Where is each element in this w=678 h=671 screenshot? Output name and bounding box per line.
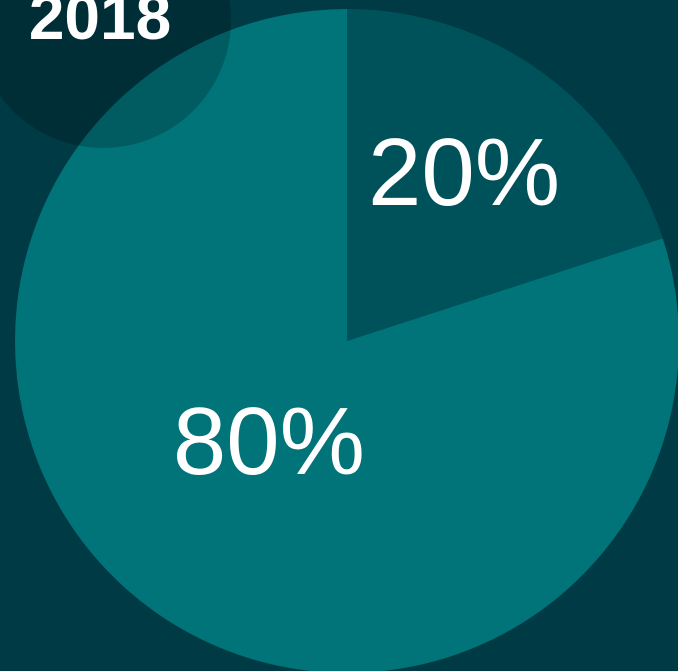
pie [15,9,678,671]
chart-title: 2018 [29,0,171,53]
pie-slice [15,9,678,671]
pie-slice [347,9,663,341]
title-badge [0,0,231,148]
value-label: 80% [173,388,365,495]
value-label: 20% [368,119,560,226]
